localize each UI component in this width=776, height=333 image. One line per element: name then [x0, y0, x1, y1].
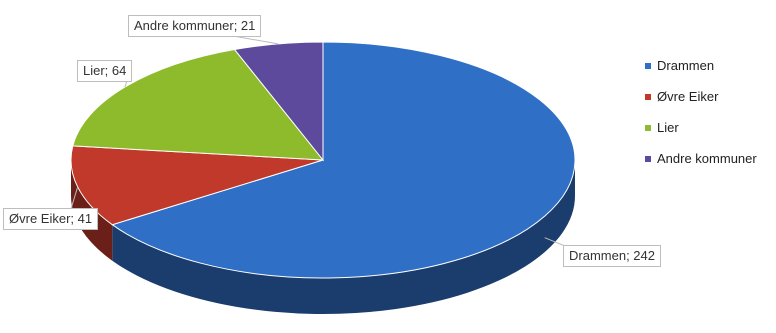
- data-label-ovre-eiker: Øvre Eiker; 41: [3, 208, 99, 230]
- legend-swatch: [645, 155, 651, 162]
- leader-line-ovre-eiker: [69, 186, 79, 213]
- legend: Drammen Øvre Eiker Lier Andre kommuner: [645, 50, 776, 174]
- legend-label: Øvre Eiker: [657, 89, 719, 104]
- legend-item-drammen: Drammen: [645, 50, 776, 81]
- legend-swatch: [645, 124, 651, 131]
- pie-side-drammen: [112, 160, 575, 315]
- pie-slice-ovre-eiker: [70, 145, 324, 226]
- legend-label: Drammen: [657, 58, 715, 73]
- legend-label: Andre kommuner: [657, 151, 757, 166]
- pie-slice-lier: [72, 48, 325, 161]
- legend-item-andre-kommuner: Andre kommuner: [645, 143, 776, 174]
- legend-swatch: [645, 62, 651, 69]
- legend-swatch: [645, 93, 651, 100]
- pie-slice-andre-kommuner: [233, 41, 324, 162]
- data-label-lier: Lier; 64: [77, 60, 133, 82]
- pie-tops: [70, 41, 576, 279]
- pie-slice-drammen: [111, 41, 576, 279]
- data-label-drammen: Drammen; 242: [563, 245, 661, 267]
- legend-label: Lier: [657, 120, 679, 135]
- legend-item-lier: Lier: [645, 112, 776, 143]
- data-label-andre-kommuner: Andre kommuner; 21: [128, 15, 262, 37]
- legend-item-ovre-eiker: Øvre Eiker: [645, 81, 776, 112]
